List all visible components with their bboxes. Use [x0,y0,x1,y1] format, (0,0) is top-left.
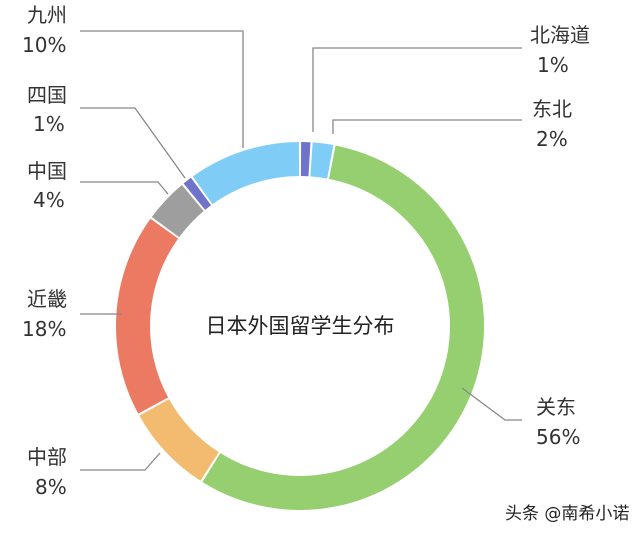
label-hokkaido-pct: 1% [537,53,569,77]
leader-kanto [461,387,522,421]
donut-slice-1 [310,142,334,179]
donut-slice-2 [202,145,484,510]
donut-slice-0 [300,142,311,177]
leader-shikoku [80,107,186,179]
label-kanto-pct: 56% [536,425,580,449]
leader-kyushu [80,30,244,148]
label-kinki-pct: 18% [22,317,66,341]
donut-slice-6 [183,177,212,210]
label-kanto-name: 关东 [536,395,576,419]
label-shikoku-name: 四国 [27,83,67,107]
leader-tohoku [332,119,522,134]
donut-slice-4 [115,218,179,414]
watermark: 头条 @南希小诺 [505,504,629,524]
label-chugoku-name: 中国 [27,159,67,183]
chart-title: 日本外国留学生分布 [206,314,395,338]
donut-slices [115,142,484,510]
label-hokkaido-name: 北海道 [530,23,590,47]
label-kyushu-name: 九州 [27,3,67,27]
leader-chugoku [80,181,169,195]
label-chubu-pct: 8% [35,475,67,499]
leader-hokkaido [312,47,522,132]
label-tohoku-pct: 2% [536,127,568,151]
donut-slice-7 [192,142,300,205]
label-chubu-name: 中部 [27,445,67,469]
donut-slice-5 [151,184,204,238]
donut-slice-3 [139,399,219,481]
label-kyushu-pct: 10% [22,33,66,57]
label-chugoku-pct: 4% [33,188,65,212]
leader-chubu [80,452,161,471]
label-tohoku-name: 东北 [532,97,572,121]
label-shikoku-pct: 1% [33,112,65,136]
label-kinki-name: 近畿 [27,287,67,311]
